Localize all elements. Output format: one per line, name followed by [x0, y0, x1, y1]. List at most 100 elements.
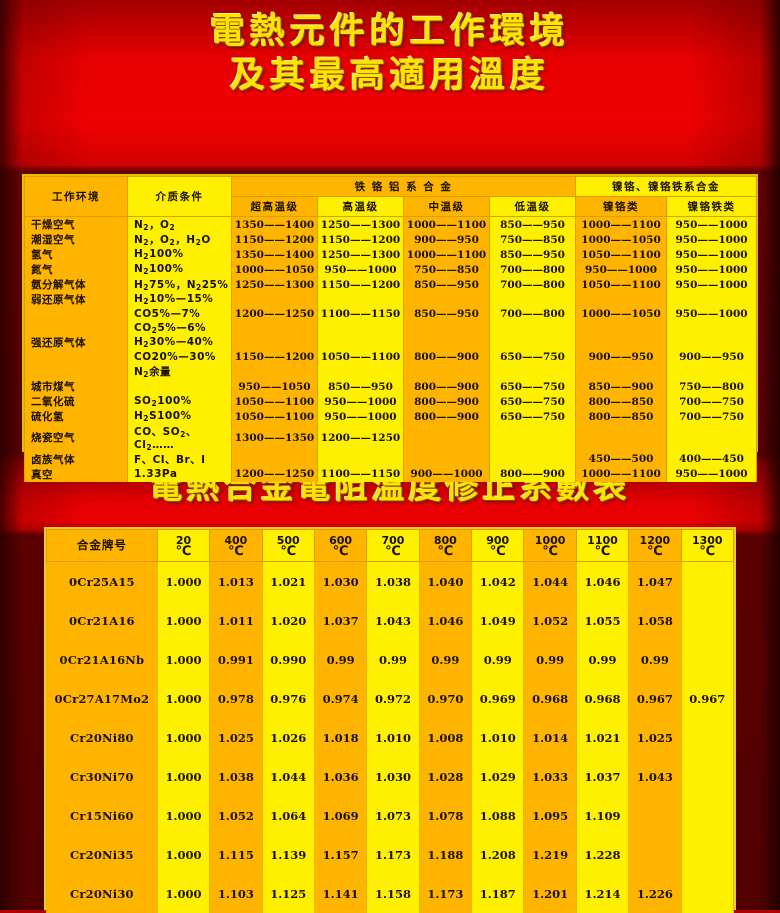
cell-correction-factor: 1.139 [262, 835, 314, 874]
th-mid-grade: 中温级 [404, 197, 490, 217]
cell-correction-factor: 1.028 [419, 757, 471, 796]
cell-low-grade: 700——800 [490, 277, 576, 292]
cell-nicrfe-class: 950——1000 [667, 277, 757, 292]
cell-correction-factor: 1.026 [262, 718, 314, 757]
cell-low-grade [490, 335, 576, 350]
cell-correction-factor: 1.188 [419, 835, 471, 874]
cell-nicrfe-class: 950——1000 [667, 232, 757, 247]
cell-nicrfe-class [667, 335, 757, 350]
cell-mid-grade: 750——850 [404, 262, 490, 277]
cell-medium-condition: CO5%—7% [128, 307, 232, 321]
cell-mid-grade: 800——900 [404, 409, 490, 424]
cell-high-grade: 1100——1150 [318, 467, 404, 482]
th-alloy-grade: 合金牌号 [47, 530, 158, 562]
cell-alloy-grade: 0Cr21A16Nb [47, 640, 158, 679]
cell-correction-factor: 1.030 [367, 757, 419, 796]
cell-nicrfe-class: 900——950 [667, 350, 757, 364]
cell-nicrfe-class [667, 321, 757, 335]
cell-work-environment: 卤族气体 [25, 452, 128, 467]
cell-correction-factor: 1.000 [157, 718, 209, 757]
th-nicr-class: 镍铬类 [576, 197, 667, 217]
cell-correction-factor: 1.043 [629, 757, 681, 796]
cell-nicrfe-class: 950——1000 [667, 262, 757, 277]
cell-correction-factor: 1.141 [314, 874, 366, 913]
working-environment-table: 工作环境 介质条件 铁 铬 铝 系 合 金 镍铬、镍铬铁系合金 超高温级 高温级… [22, 174, 758, 452]
cell-correction-factor: 1.088 [472, 796, 524, 835]
cell-nicr-class: 450——500 [576, 452, 667, 467]
cell-correction-factor: 0.967 [629, 679, 681, 718]
cell-correction-factor: 0.978 [210, 679, 262, 718]
cell-alloy-grade: 0Cr21A16 [47, 601, 158, 640]
cell-correction-factor: 1.037 [576, 757, 628, 796]
cell-correction-factor: 1.173 [367, 835, 419, 874]
cell-work-environment: 烧瓷空气 [25, 424, 128, 452]
cell-mid-grade: 1000——1100 [404, 247, 490, 262]
cell-alloy-grade: 0Cr27A17Mo2 [47, 679, 158, 718]
cell-alloy-grade: Cr20Ni80 [47, 718, 158, 757]
cell-correction-factor [681, 757, 733, 796]
degree-celsius-symbol: ℃ [158, 545, 209, 558]
cell-low-grade [490, 424, 576, 452]
cell-correction-factor: 1.000 [157, 757, 209, 796]
cell-low-grade: 850——950 [490, 247, 576, 262]
cell-ultra-high-grade [232, 452, 318, 467]
cell-ultra-high-grade [232, 335, 318, 350]
cell-work-environment [25, 364, 128, 379]
cell-low-grade: 650——750 [490, 409, 576, 424]
cell-medium-condition: N2100% [128, 262, 232, 277]
cell-correction-factor: 1.013 [210, 562, 262, 602]
cell-correction-factor: 1.021 [576, 718, 628, 757]
cell-ultra-high-grade: 1200——1250 [232, 467, 318, 482]
cell-correction-factor: 0.991 [210, 640, 262, 679]
cell-nicr-class: 1000——1050 [576, 307, 667, 321]
cell-nicr-class: 850——900 [576, 379, 667, 394]
cell-high-grade: 1150——1200 [318, 232, 404, 247]
degree-celsius-symbol: ℃ [682, 545, 733, 558]
th-nicrfe-class: 镍铬铁类 [667, 197, 757, 217]
cell-correction-factor: 0.968 [524, 679, 576, 718]
cell-medium-condition: CO20%—30% [128, 350, 232, 364]
cell-nicrfe-class: 950——1000 [667, 307, 757, 321]
main-title-line-2: 及其最高適用溫度 [0, 54, 780, 98]
cell-nicrfe-class: 950——1000 [667, 217, 757, 233]
cell-correction-factor: 1.020 [262, 601, 314, 640]
cell-high-grade: 950——1000 [318, 409, 404, 424]
cell-mid-grade: 850——950 [404, 277, 490, 292]
cell-work-environment: 城市煤气 [25, 379, 128, 394]
cell-correction-factor: 1.049 [472, 601, 524, 640]
cell-high-grade [318, 364, 404, 379]
cell-correction-factor: 0.990 [262, 640, 314, 679]
cell-work-environment: 氮气 [25, 262, 128, 277]
cell-correction-factor: 1.201 [524, 874, 576, 913]
cell-nicr-class: 800——850 [576, 409, 667, 424]
th-temperature-900: 900℃ [472, 530, 524, 562]
cell-correction-factor: 1.029 [472, 757, 524, 796]
cell-correction-factor: 1.125 [262, 874, 314, 913]
cell-mid-grade [404, 321, 490, 335]
cell-correction-factor: 1.226 [629, 874, 681, 913]
cell-low-grade: 800——900 [490, 467, 576, 482]
cell-high-grade: 1250——1300 [318, 217, 404, 233]
cell-correction-factor: 1.058 [629, 601, 681, 640]
cell-correction-factor: 1.208 [472, 835, 524, 874]
cell-alloy-grade: Cr20Ni30 [47, 874, 158, 913]
cell-correction-factor: 0.968 [576, 679, 628, 718]
cell-correction-factor: 1.000 [157, 601, 209, 640]
cell-correction-factor: 1.052 [210, 796, 262, 835]
cell-correction-factor [629, 835, 681, 874]
cell-high-grade: 950——1000 [318, 394, 404, 409]
cell-high-grade: 1100——1150 [318, 307, 404, 321]
cell-work-environment: 氨分解气体 [25, 277, 128, 292]
cell-nicrfe-class [667, 424, 757, 452]
cell-mid-grade: 800——900 [404, 350, 490, 364]
cell-ultra-high-grade: 1150——1200 [232, 350, 318, 364]
cell-low-grade: 700——800 [490, 262, 576, 277]
cell-low-grade: 650——750 [490, 379, 576, 394]
